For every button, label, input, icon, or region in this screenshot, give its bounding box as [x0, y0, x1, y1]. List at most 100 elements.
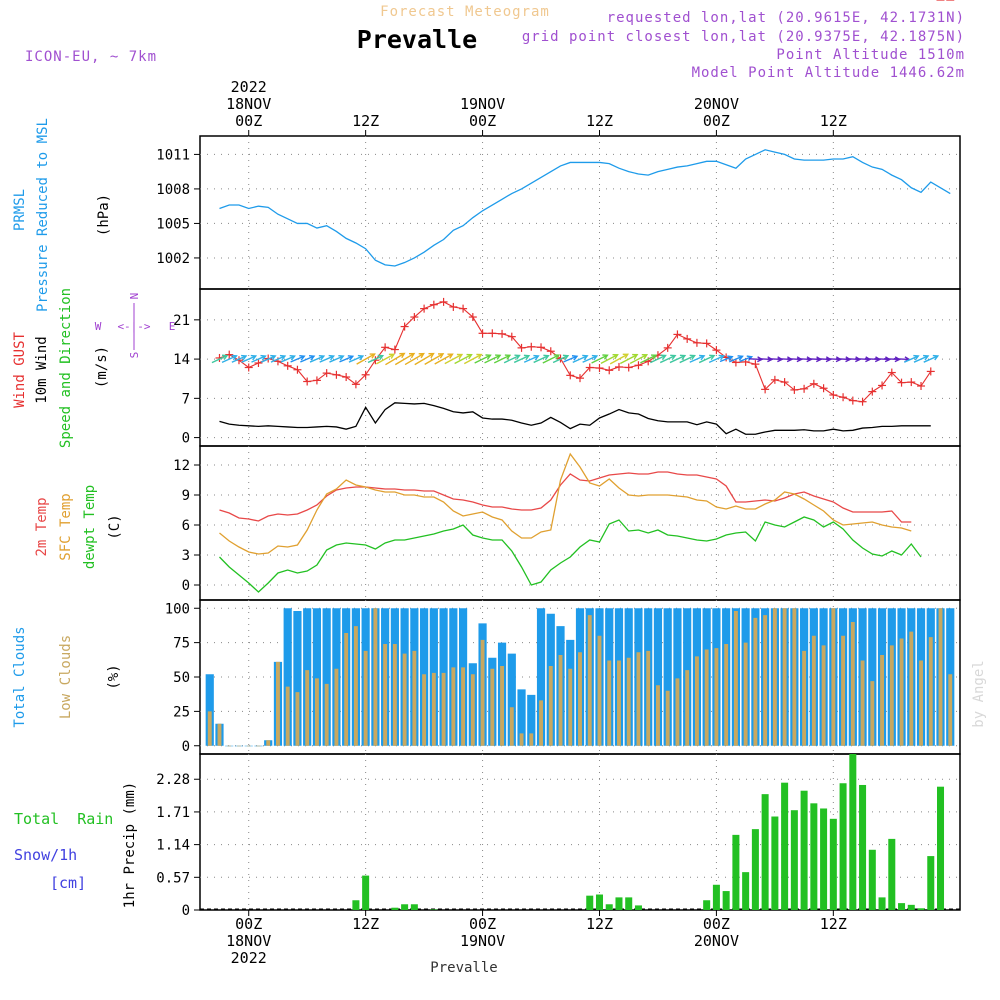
wind-gust-marker — [663, 343, 672, 352]
arrow-head — [318, 354, 326, 361]
wind-gust-marker — [780, 378, 789, 387]
wind-gust-marker — [478, 329, 487, 338]
arrow-head — [660, 354, 667, 360]
requested-coords: requested lon,lat (20.9615E, 42.1731N) — [607, 10, 965, 26]
rain-bar — [586, 895, 594, 910]
arrow-shaft — [629, 354, 648, 365]
wind-gust-marker — [507, 332, 516, 341]
arrow-head — [602, 354, 609, 360]
precip-ytick-label-1: 0.57 — [156, 870, 190, 886]
total-clouds-bar — [868, 608, 877, 746]
total-clouds-bar — [293, 611, 302, 746]
wind-gust-marker — [887, 368, 896, 377]
top-axis-label-4-1: 20NOV — [694, 95, 739, 113]
low-clouds-bar — [353, 626, 358, 746]
wind-gust-marker — [868, 387, 877, 396]
temp-ytick-label-0: 0 — [182, 578, 190, 594]
top-axis-label-2-1: 19NOV — [460, 95, 505, 113]
low-clouds-bar — [753, 617, 758, 746]
wind-ytick-label-1: 7 — [182, 391, 190, 407]
arrow-head — [727, 355, 734, 361]
clouds-panel: 0 25 50 75 100 — [165, 599, 961, 755]
arrow-shaft — [367, 355, 384, 364]
arrow-shaft — [600, 354, 618, 365]
arrow-head — [447, 353, 454, 359]
low-clouds-bar — [617, 660, 621, 746]
arrow-head — [718, 354, 725, 361]
wind-gust-marker — [917, 382, 926, 391]
total-clouds-bar — [507, 653, 516, 746]
wind-direction-arrow — [356, 353, 376, 365]
compass-w: W — [95, 320, 102, 333]
precip-ytick-label-4: 2.28 — [156, 772, 190, 788]
low-clouds-bar — [383, 644, 388, 746]
arrow-shaft — [376, 353, 395, 365]
rain-bar — [634, 905, 642, 910]
wind-direction-arrow — [629, 353, 649, 365]
wind-gust-marker — [390, 345, 399, 354]
arrow-shaft — [923, 355, 939, 363]
wind-gust-marker — [498, 329, 507, 338]
arrow-shaft — [404, 353, 425, 366]
low-clouds-bar — [841, 635, 846, 746]
low-clouds-bar — [441, 672, 446, 746]
wind-gust-marker — [829, 390, 838, 399]
arrow-shaft — [463, 353, 482, 365]
low-clouds-bar — [597, 635, 602, 746]
low-clouds-bar — [276, 661, 280, 746]
arrow-shaft — [260, 355, 276, 363]
wind-gust-marker — [673, 330, 682, 339]
arrow-head — [418, 352, 425, 359]
wind-direction-arrow — [251, 354, 267, 363]
arrow-shaft — [513, 355, 530, 364]
wind-gust-marker — [819, 384, 828, 393]
arrow-shaft — [523, 355, 539, 363]
arrow-head — [543, 354, 550, 361]
rain-bar — [605, 904, 613, 910]
low-clouds-bar — [636, 652, 641, 746]
low-clouds-bar — [509, 707, 514, 746]
low-clouds-bar — [373, 608, 378, 746]
temp-2m-label: 2m Temp — [34, 497, 50, 556]
low-clouds-bar — [578, 652, 582, 746]
rain-bar — [615, 897, 623, 910]
pressure-ytick-label-1: 1005 — [156, 216, 190, 232]
wind-10m-line — [219, 402, 931, 435]
arrow-shaft — [454, 354, 472, 365]
low-clouds-bar — [344, 633, 349, 746]
arrow-head — [328, 354, 335, 361]
low-clouds-bar — [500, 666, 504, 746]
wind-direction-arrow — [923, 354, 940, 363]
low-clouds-bar — [665, 690, 670, 746]
total-clouds-bar — [322, 608, 331, 746]
low-clouds-bar — [519, 733, 524, 746]
low-clouds-bar — [714, 648, 719, 746]
wind-direction-arrow — [348, 354, 365, 363]
arrow-shaft — [241, 355, 257, 363]
temp-dewpt-label: dewpt Temp — [82, 485, 98, 569]
clouds-ytick-label-1: 25 — [173, 704, 190, 720]
wind-direction-arrow — [609, 353, 630, 365]
total-clouds-bar — [536, 608, 546, 746]
arrow-head — [399, 352, 406, 359]
arrow-shaft — [493, 354, 511, 364]
arrow-head — [641, 353, 649, 360]
wind-gust-marker — [293, 365, 302, 374]
rain-bar — [742, 872, 750, 910]
arrow-head — [612, 353, 619, 360]
rain-bar — [898, 903, 906, 910]
wind-ytick-label-2: 14 — [173, 352, 190, 368]
wind-gust-marker — [605, 366, 614, 375]
low-clouds-bar — [792, 608, 797, 746]
low-clouds-bar — [431, 672, 436, 746]
low-clouds-bar — [422, 674, 427, 746]
compass-s: S — [128, 352, 141, 359]
rain-bar — [595, 894, 603, 910]
arrow-head — [270, 354, 277, 361]
arrow-head — [308, 354, 316, 361]
low-clouds-bar — [490, 668, 495, 746]
total-clouds-bar — [653, 608, 663, 746]
wind-gust-marker — [546, 347, 555, 356]
arrow-shaft — [444, 353, 463, 365]
